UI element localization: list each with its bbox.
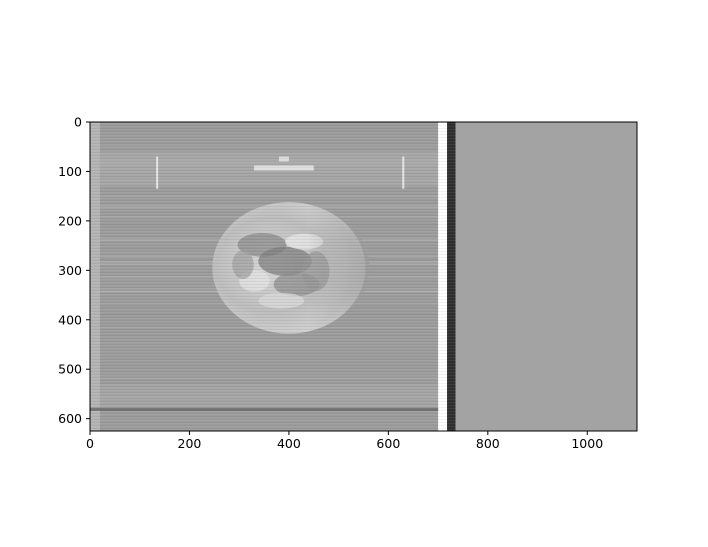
x-tick-label: 600 [376,436,400,451]
uniform-region [455,122,637,431]
x-tick-label: 0 [86,436,94,451]
x-axis-ticks: 0 200 400 600 800 1000 [86,431,603,451]
y-tick-label: 500 [58,362,82,377]
x-tick-label: 1000 [571,436,603,451]
y-tick-label: 200 [58,213,82,228]
scanline-texture [90,122,456,431]
y-axis-ticks: 0 100 200 300 400 500 600 [58,115,90,426]
y-tick-label: 100 [58,164,82,179]
axes-frame [89,121,638,432]
y-tick-label: 400 [58,312,82,327]
y-tick-label: 300 [58,263,82,278]
y-tick-label: 0 [74,115,82,130]
image-display [90,122,637,431]
x-tick-label: 200 [178,436,202,451]
x-tick-label: 800 [476,436,500,451]
x-tick-label: 400 [277,436,301,451]
y-tick-label: 600 [58,411,82,426]
